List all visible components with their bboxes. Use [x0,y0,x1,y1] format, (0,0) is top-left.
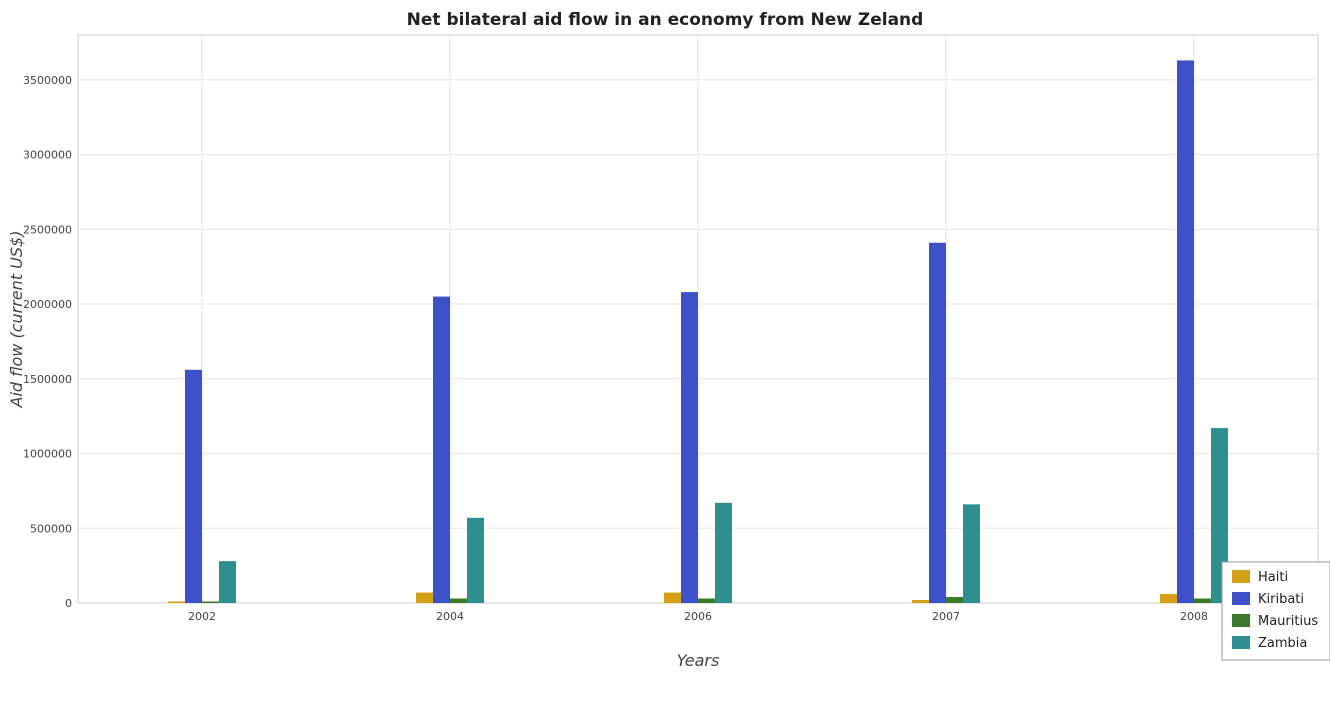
bar-mauritius-2002 [202,601,219,603]
y-tick-label: 1000000 [23,448,72,461]
bar-mauritius-2004 [450,598,467,603]
y-axis: 0 500000 1000000 1500000 2000000 2500000 30000… [23,74,72,610]
bar-haiti-2006 [664,592,681,603]
bar-zambia-2006 [715,502,732,603]
bar-haiti-2007 [912,600,929,603]
x-tick-label: 2006 [684,610,712,623]
legend-label-zambia: Zambia [1258,636,1307,651]
bar-mauritius-2008 [1194,598,1211,603]
bar-kiribati-2008 [1177,60,1194,604]
y-tick-label: 500000 [30,522,72,535]
bars [168,60,1228,604]
x-axis: 2002 2004 2006 2007 2008 [188,610,1208,623]
y-tick-label: 3500000 [23,74,72,87]
legend-swatch-haiti [1232,570,1250,583]
bar-zambia-2007 [963,504,980,603]
x-tick-label: 2004 [436,610,464,623]
bar-zambia-2004 [467,517,484,603]
legend-label-mauritius: Mauritius [1258,614,1318,629]
legend: Haiti Kiribati Mauritius Zambia [1221,561,1330,661]
y-tick-label: 2000000 [23,298,72,311]
bar-kiribati-2007 [929,242,946,603]
y-tick-label: 2500000 [23,223,72,236]
bar-mauritius-2007 [946,597,963,603]
x-tick-label: 2007 [932,610,960,623]
y-axis-label: Aid flow (current US$) [7,231,26,409]
legend-swatch-mauritius [1232,614,1250,627]
x-tick-label: 2008 [1180,610,1208,623]
x-axis-label: Years [677,651,720,670]
y-tick-label: 0 [65,597,72,610]
chart-title: Net bilateral aid flow in an economy fro… [407,10,924,30]
bar-haiti-2008 [1160,594,1177,603]
bar-kiribati-2004 [433,296,450,603]
y-tick-label: 3000000 [23,149,72,162]
bar-zambia-2002 [219,561,236,603]
bar-mauritius-2006 [698,598,715,603]
legend-swatch-kiribati [1232,592,1250,605]
bar-haiti-2002 [168,601,185,603]
x-tick-label: 2002 [188,610,216,623]
bar-haiti-2004 [416,592,433,603]
bar-zambia-2008 [1211,428,1228,603]
bar-kiribati-2002 [185,369,202,603]
y-tick-label: 1500000 [23,373,72,386]
bar-kiribati-2006 [681,292,698,603]
legend-swatch-zambia [1232,636,1250,649]
legend-label-kiribati: Kiribati [1258,592,1304,607]
legend-label-haiti: Haiti [1258,570,1288,585]
